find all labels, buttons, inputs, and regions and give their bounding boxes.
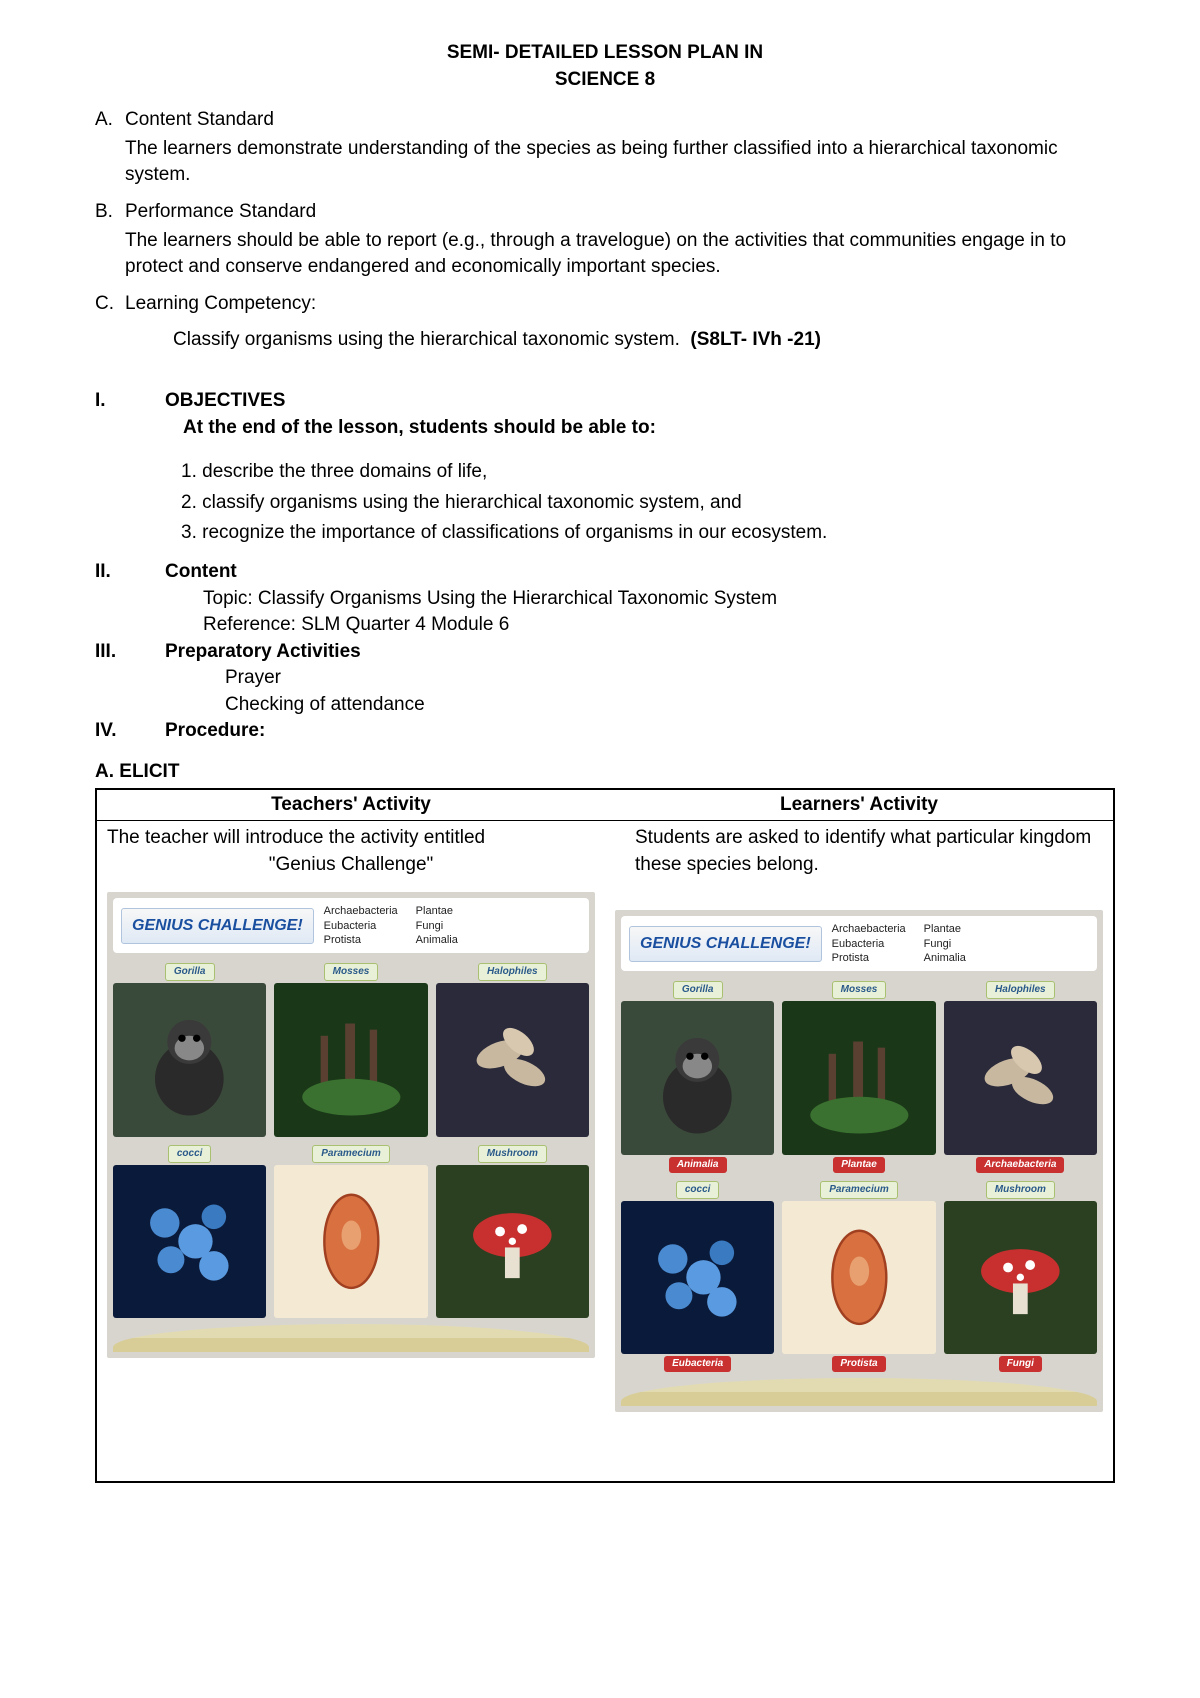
activity-table: Teachers' Activity Learners' Activity Th… xyxy=(95,788,1115,1484)
kingdom-item: Fungi xyxy=(416,919,458,933)
page-title-line1: SEMI- DETAILED LESSON PLAN IN xyxy=(95,40,1115,67)
tile-label: Mosses xyxy=(832,981,887,999)
kingdom-item: Plantae xyxy=(924,922,966,936)
tile-label: Halophiles xyxy=(986,981,1055,999)
tile-answer: Archaebacteria xyxy=(976,1157,1064,1173)
objective-item: 3. recognize the importance of classific… xyxy=(181,520,1115,547)
standard-label: Performance Standard xyxy=(125,199,1115,226)
tile-answer: Protista xyxy=(832,1356,885,1372)
tile-label: Gorilla xyxy=(673,981,723,999)
kingdom-item: Protista xyxy=(324,933,398,947)
genius-title: GENIUS CHALLENGE! xyxy=(121,908,314,944)
tile-image xyxy=(274,983,427,1136)
objective-item: 1. describe the three domains of life, xyxy=(181,459,1115,486)
competency-line: Classify organisms using the hierarchica… xyxy=(95,327,1115,354)
kingdom-item: Archaebacteria xyxy=(324,904,398,918)
learner-activity-text: Students are asked to identify what part… xyxy=(615,825,1103,878)
tile-image xyxy=(621,1201,774,1354)
standard-letter: A. xyxy=(95,107,125,134)
teacher-challenge: GENIUS CHALLENGE! ArchaebacteriaEubacter… xyxy=(107,892,595,1358)
content-reference: Reference: SLM Quarter 4 Module 6 xyxy=(203,612,1115,639)
tile-image xyxy=(436,983,589,1136)
learner-challenge: GENIUS CHALLENGE! ArchaebacteriaEubacter… xyxy=(615,910,1103,1412)
th-teachers: Teachers' Activity xyxy=(97,790,605,821)
tile-label: cocci xyxy=(676,1181,720,1199)
standard-letter: C. xyxy=(95,291,125,318)
tile-label: cocci xyxy=(168,1145,212,1163)
kingdom-item: Protista xyxy=(832,951,906,965)
standard-text: The learners demonstrate understanding o… xyxy=(95,136,1115,189)
kingdom-item: Eubacteria xyxy=(324,919,398,933)
tile-answer: Plantae xyxy=(833,1157,885,1173)
tile-image xyxy=(782,1201,935,1354)
standard-label: Learning Competency: xyxy=(125,291,1115,318)
section-num-prep: III. xyxy=(95,639,165,719)
kingdom-item: Fungi xyxy=(924,937,966,951)
tile-label: Paramecium xyxy=(820,1181,897,1199)
objectives-list: 1. describe the three domains of life, 2.… xyxy=(95,459,1115,547)
tile-label: Gorilla xyxy=(165,963,215,981)
tile-answer: Animalia xyxy=(669,1157,727,1173)
kingdom-item: Eubacteria xyxy=(832,937,906,951)
tile-image xyxy=(782,1001,935,1154)
prep-item: Prayer xyxy=(225,665,1115,692)
section-label-procedure: Procedure: xyxy=(165,718,1115,745)
kingdom-item: Plantae xyxy=(416,904,458,918)
section-num-content: II. xyxy=(95,559,165,639)
standard-text: The learners should be able to report (e… xyxy=(95,228,1115,281)
tile-label: Halophiles xyxy=(478,963,547,981)
section-label-content: Content xyxy=(165,559,1115,586)
prep-list: PrayerChecking of attendance xyxy=(165,665,1115,718)
kingdom-item: Animalia xyxy=(416,933,458,947)
decorative-curve xyxy=(113,1324,589,1352)
prep-item: Checking of attendance xyxy=(225,692,1115,719)
tile-image xyxy=(944,1201,1097,1354)
tile-image xyxy=(436,1165,589,1318)
tile-label: Mushroom xyxy=(478,1145,547,1163)
section-num-procedure: IV. xyxy=(95,718,165,745)
kingdom-item: Animalia xyxy=(924,951,966,965)
standards-block: A.Content StandardThe learners demonstra… xyxy=(95,107,1115,317)
content-topic: Topic: Classify Organisms Using the Hier… xyxy=(203,586,1115,613)
decorative-curve xyxy=(621,1378,1097,1406)
section-num-objectives: I. xyxy=(95,388,165,459)
kingdom-list: ArchaebacteriaEubacteriaProtista Plantae… xyxy=(324,904,458,947)
objectives-intro: At the end of the lesson, students shoul… xyxy=(165,415,1115,442)
tile-image xyxy=(944,1001,1097,1154)
section-label-objectives: OBJECTIVES xyxy=(165,388,1115,415)
standard-letter: B. xyxy=(95,199,125,226)
objective-item: 2. classify organisms using the hierarch… xyxy=(181,490,1115,517)
page-title-line2: SCIENCE 8 xyxy=(95,67,1115,94)
elicit-label: A. ELICIT xyxy=(95,759,1115,786)
teacher-activity-sub: "Genius Challenge" xyxy=(107,852,595,879)
standard-label: Content Standard xyxy=(125,107,1115,134)
tile-image xyxy=(113,983,266,1136)
kingdom-item: Archaebacteria xyxy=(832,922,906,936)
section-label-prep: Preparatory Activities xyxy=(165,639,1115,666)
th-learners: Learners' Activity xyxy=(605,790,1113,821)
tile-answer: Fungi xyxy=(999,1356,1042,1372)
tile-label: Mushroom xyxy=(986,1181,1055,1199)
tile-answer: Eubacteria xyxy=(664,1356,731,1372)
tile-image xyxy=(274,1165,427,1318)
tile-label: Paramecium xyxy=(312,1145,389,1163)
kingdom-list: ArchaebacteriaEubacteriaProtista Plantae… xyxy=(832,922,966,965)
tile-label: Mosses xyxy=(324,963,379,981)
tile-image xyxy=(621,1001,774,1154)
genius-title: GENIUS CHALLENGE! xyxy=(629,926,822,962)
teacher-activity-text: The teacher will introduce the activity … xyxy=(107,825,595,852)
tile-image xyxy=(113,1165,266,1318)
